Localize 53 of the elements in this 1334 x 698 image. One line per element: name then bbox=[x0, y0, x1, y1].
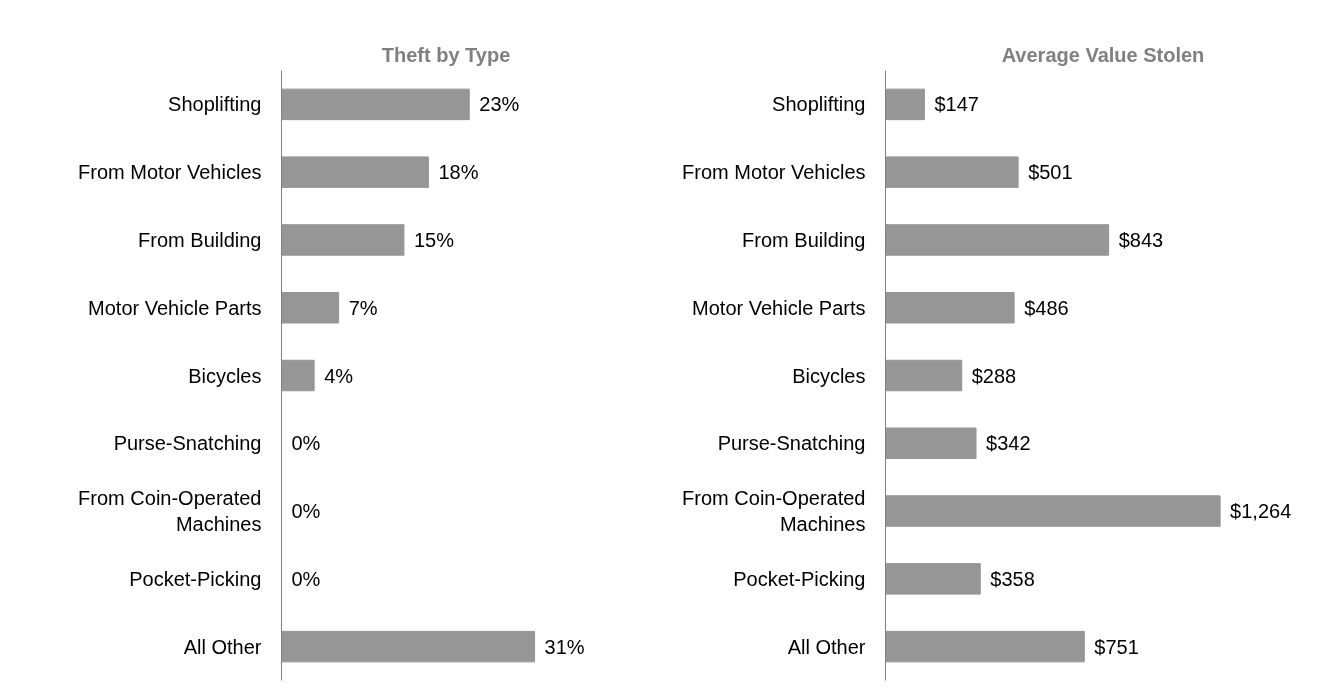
data-label: $358 bbox=[990, 567, 1035, 590]
data-label: 15% bbox=[413, 228, 455, 251]
bar bbox=[885, 563, 981, 595]
y-tick-label: Shoplifting bbox=[168, 93, 262, 116]
chart-title: Theft by Type bbox=[381, 43, 511, 66]
bar bbox=[281, 156, 429, 188]
bar bbox=[885, 359, 963, 392]
bar bbox=[885, 427, 977, 460]
data-label: 4% bbox=[324, 364, 354, 387]
y-tick-label: From Coin-Operated Machines bbox=[78, 486, 262, 536]
bar bbox=[885, 495, 1221, 527]
bar bbox=[281, 291, 340, 324]
data-label: $486 bbox=[1024, 296, 1069, 319]
y-tick-label: Pocket-Picking bbox=[733, 567, 866, 590]
data-label: $751 bbox=[1094, 635, 1139, 658]
y-tick-label: From Motor Vehicles bbox=[682, 161, 866, 184]
y-tick-label: Shoplifting bbox=[772, 93, 866, 116]
y-tick-label: From Building bbox=[742, 228, 866, 251]
data-label: $843 bbox=[1118, 228, 1164, 251]
y-tick-label: Purse-Snatching bbox=[717, 432, 866, 455]
bar bbox=[281, 88, 470, 121]
bar bbox=[885, 88, 925, 121]
data-label: 7% bbox=[348, 296, 378, 319]
y-tick-label: From Building bbox=[138, 228, 262, 251]
y-tick-label: From Coin-Operated Machines bbox=[682, 486, 866, 536]
data-label: $288 bbox=[971, 364, 1017, 387]
bar bbox=[281, 224, 405, 256]
y-tick-label: Bicycles bbox=[792, 364, 866, 387]
bar bbox=[281, 359, 315, 392]
data-label: 0% bbox=[291, 432, 321, 455]
bar bbox=[281, 630, 536, 663]
bar bbox=[885, 156, 1019, 188]
y-tick-label: Purse-Snatching bbox=[113, 432, 262, 455]
bar bbox=[885, 630, 1085, 663]
data-label: 31% bbox=[544, 635, 585, 658]
data-label: 0% bbox=[291, 500, 321, 523]
data-label: 18% bbox=[438, 161, 479, 184]
y-tick-label: Pocket-Picking bbox=[129, 567, 262, 590]
bar bbox=[885, 224, 1110, 256]
data-label: $147 bbox=[934, 93, 979, 116]
bar bbox=[885, 291, 1015, 324]
y-tick-label: Bicycles bbox=[188, 364, 262, 387]
data-label: 0% bbox=[291, 567, 321, 590]
y-tick-label: From Motor Vehicles bbox=[78, 161, 262, 184]
y-tick-label: All Other bbox=[183, 635, 262, 658]
y-tick-label: All Other bbox=[787, 635, 866, 658]
data-label: $342 bbox=[986, 432, 1031, 455]
y-tick-label: Motor Vehicle Parts bbox=[692, 296, 866, 319]
y-tick-label: Motor Vehicle Parts bbox=[88, 296, 262, 319]
data-label: 23% bbox=[479, 93, 520, 116]
chart-title: Average Value Stolen bbox=[1001, 43, 1205, 66]
data-label: $1,264 bbox=[1230, 500, 1292, 523]
data-label: $501 bbox=[1028, 161, 1073, 184]
